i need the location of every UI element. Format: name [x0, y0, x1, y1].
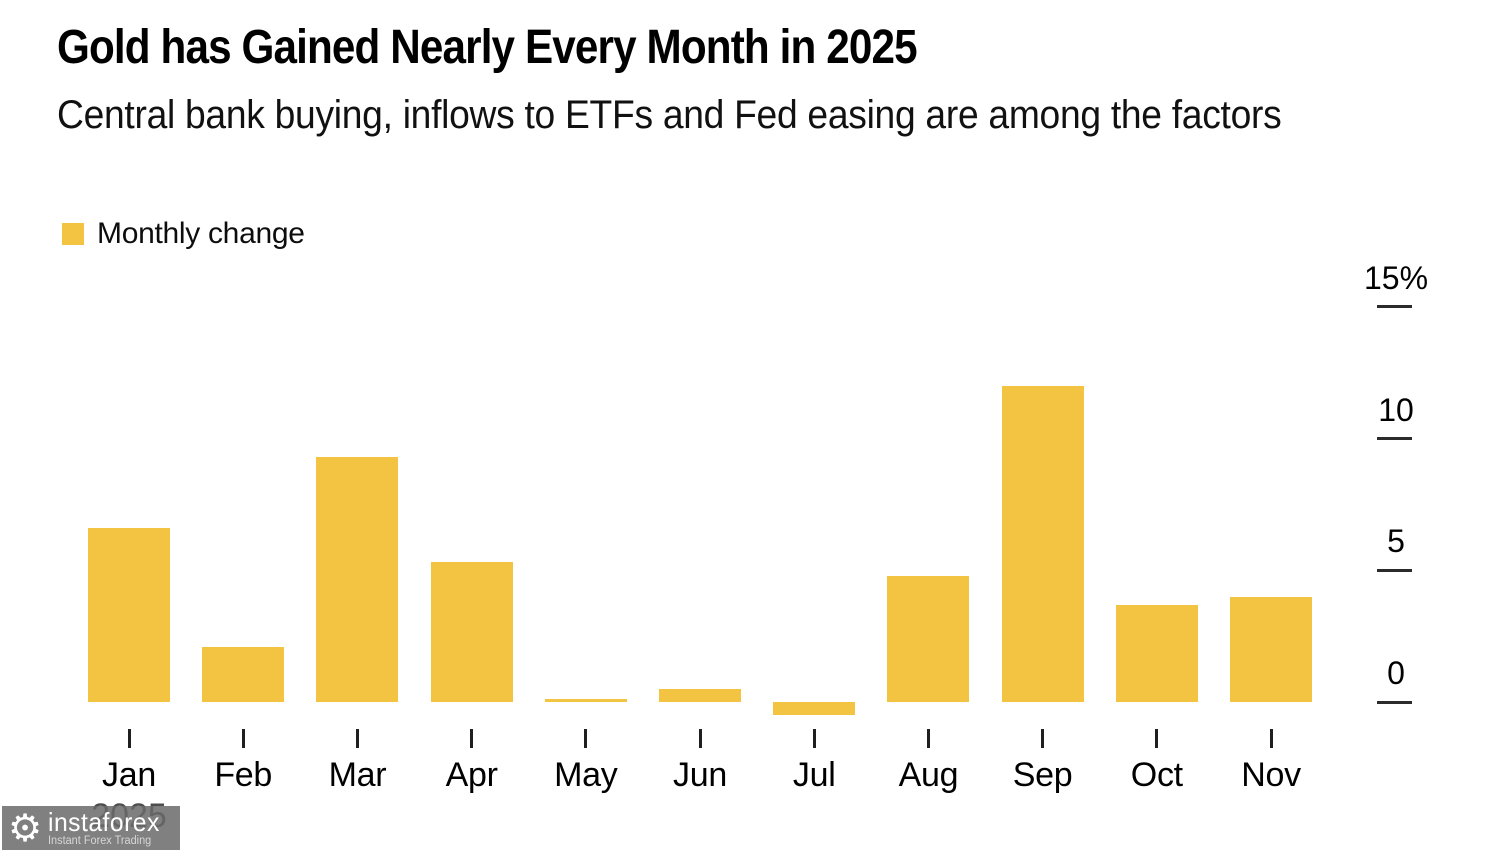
- y-label-5: 5: [1387, 523, 1405, 560]
- bar-sep: [1001, 385, 1084, 702]
- x-label-nov: Nov: [1241, 756, 1301, 794]
- x-label-jan: Jan: [102, 756, 156, 794]
- legend-label: Monthly change: [97, 217, 305, 250]
- x-label-sep: Sep: [1012, 756, 1073, 794]
- x-label-jun: Jun: [673, 756, 727, 794]
- y-tick-10: [1377, 437, 1412, 440]
- x-label-feb: Feb: [214, 756, 273, 794]
- bar-jun: [659, 688, 741, 702]
- bar-nov: [1230, 596, 1312, 702]
- bar-jan: [88, 528, 170, 702]
- x-label-apr: Apr: [445, 756, 498, 794]
- instaforex-gear-icon: ⚙: [8, 806, 43, 850]
- bar-mar: [316, 456, 399, 702]
- bar-may: [544, 699, 627, 702]
- x-tick-jun: [698, 729, 702, 748]
- bar-jul: [773, 702, 856, 716]
- legend-swatch-monthly-change: [62, 223, 84, 245]
- watermark-tagline: Instant Forex Trading: [48, 834, 152, 847]
- x-label-aug: Aug: [898, 756, 959, 794]
- legend: Monthly change: [62, 217, 305, 251]
- watermark-brand: instaforex: [48, 806, 160, 837]
- x-tick-aug: [926, 729, 930, 748]
- bar-oct: [1115, 604, 1198, 702]
- y-tick-15: [1377, 305, 1412, 309]
- x-tick-jul: [812, 729, 816, 748]
- y-label-15: 15%: [1363, 259, 1429, 296]
- y-tick-0: [1377, 700, 1412, 704]
- x-label-jul: Jul: [792, 756, 836, 794]
- x-tick-mar: [355, 729, 359, 748]
- x-label-oct: Oct: [1130, 756, 1183, 794]
- bar-aug: [887, 575, 970, 702]
- x-label-mar: Mar: [328, 756, 387, 794]
- x-tick-jan: [127, 729, 131, 748]
- x-tick-feb: [241, 729, 245, 748]
- bar-feb: [202, 646, 285, 702]
- x-label-may: May: [554, 756, 618, 794]
- instaforex-watermark: ⚙ instaforex Instant Forex Trading: [2, 806, 180, 850]
- y-label-10: 10: [1378, 391, 1414, 428]
- chart-title: Gold has Gained Nearly Every Month in 20…: [57, 21, 918, 74]
- x-tick-nov: [1269, 729, 1273, 748]
- instaforex-watermark-text: instaforex Instant Forex Trading: [48, 809, 166, 848]
- chart-subtitle: Central bank buying, inflows to ETFs and…: [57, 93, 1282, 137]
- y-label-0: 0: [1387, 655, 1405, 691]
- x-tick-apr: [470, 729, 474, 748]
- x-tick-may: [584, 729, 588, 748]
- x-tick-sep: [1041, 729, 1045, 748]
- y-tick-5: [1377, 568, 1412, 572]
- x-tick-oct: [1155, 729, 1159, 748]
- bar-apr: [430, 562, 513, 702]
